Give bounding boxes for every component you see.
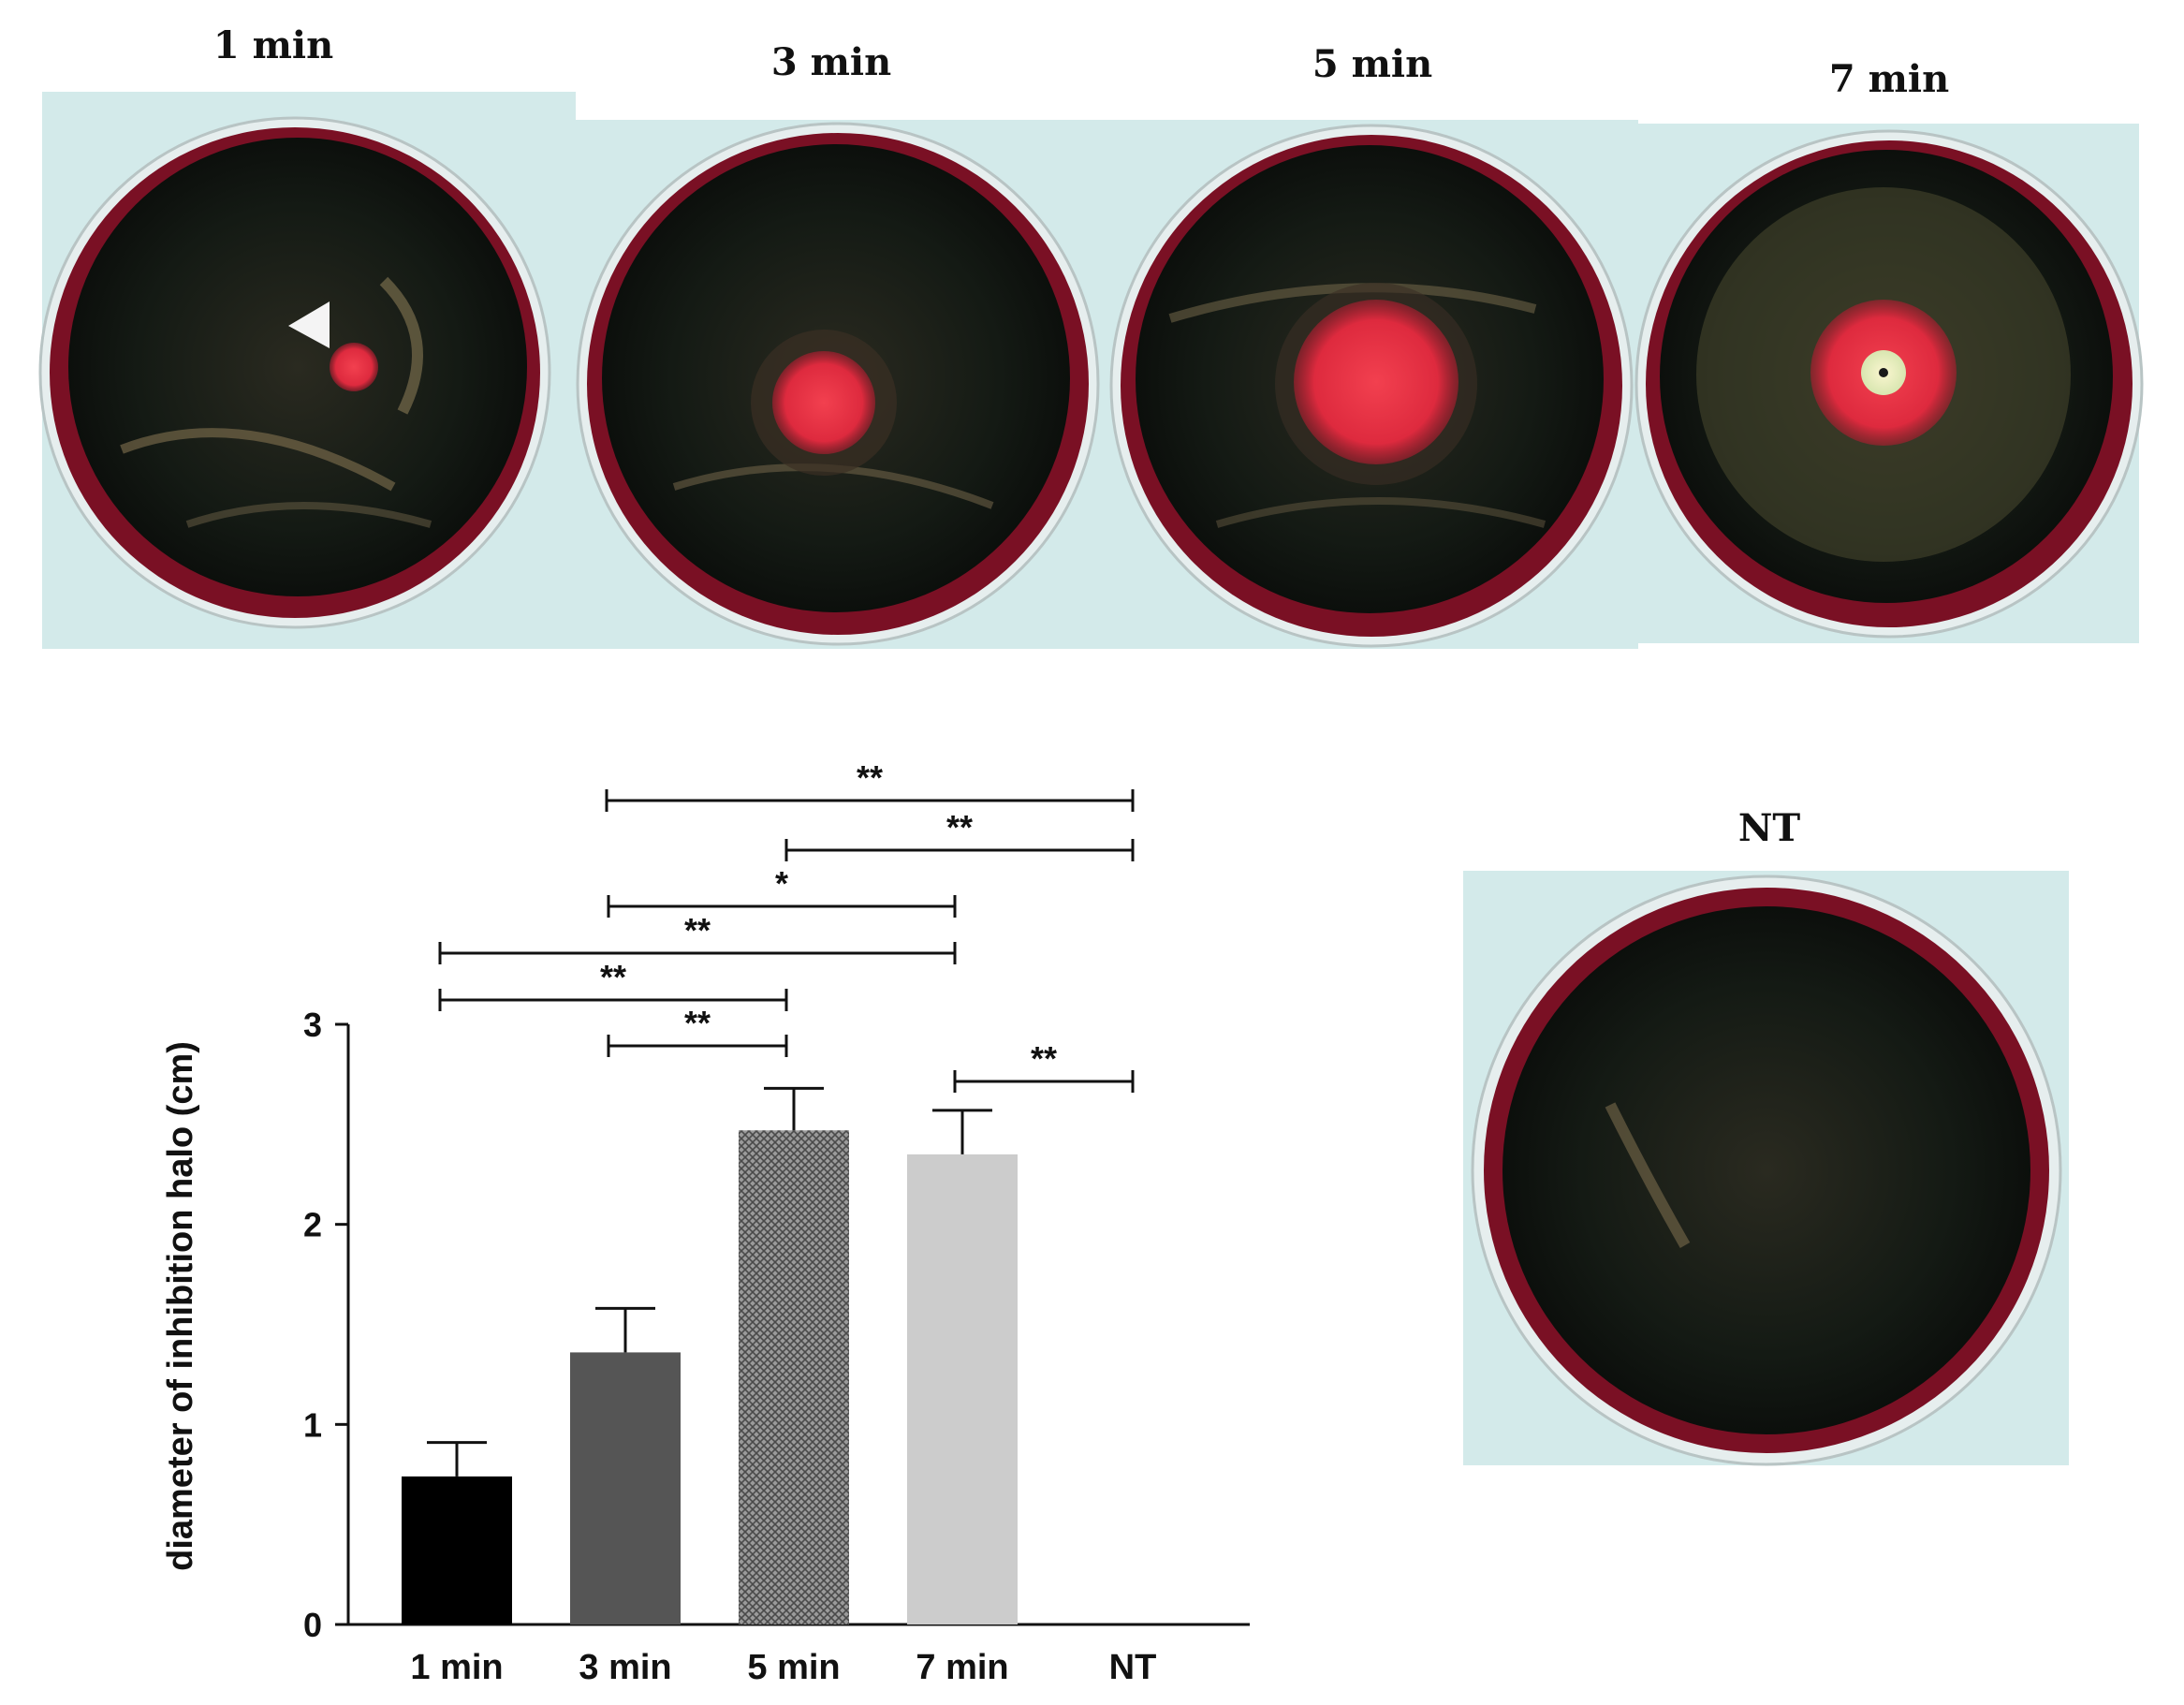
streak-mark bbox=[120, 428, 396, 492]
dish-photo-7min: 7 min bbox=[1634, 57, 2144, 643]
bar-3-min bbox=[570, 1352, 681, 1624]
x-tick-label: 3 min bbox=[579, 1648, 671, 1687]
significance-label: ** bbox=[684, 911, 711, 949]
white-arrowhead-icon bbox=[288, 301, 330, 348]
dish-photo-3min: 3 min bbox=[576, 40, 1109, 649]
dish-label-nt: NT bbox=[1738, 806, 1801, 850]
inhibition-halo bbox=[330, 343, 378, 391]
inhibition-halo bbox=[772, 351, 875, 454]
significance-label: ** bbox=[600, 958, 626, 996]
bar-5-min bbox=[739, 1130, 849, 1624]
y-axis-title: diameter of inhibition halo (cm) bbox=[161, 1041, 200, 1571]
y-tick-label: 2 bbox=[303, 1206, 322, 1244]
significance-label: ** bbox=[946, 808, 973, 846]
dish-label-3min: 3 min bbox=[771, 40, 891, 84]
y-tick-label: 1 bbox=[303, 1405, 322, 1444]
dish-photo-nt: NT bbox=[1463, 806, 2069, 1466]
streak-mark bbox=[1215, 497, 1546, 528]
significance-label: ** bbox=[857, 758, 883, 797]
dish-label-5min: 5 min bbox=[1312, 42, 1432, 86]
x-tick-label: NT bbox=[1109, 1648, 1157, 1687]
y-tick-label: 3 bbox=[303, 1006, 322, 1044]
dish-label-1min: 1 min bbox=[213, 23, 333, 67]
bar-7-min bbox=[907, 1154, 1018, 1624]
inhibition-halo bbox=[1294, 300, 1458, 464]
streak-mark bbox=[1605, 1102, 1691, 1248]
significance-label: ** bbox=[1031, 1039, 1057, 1078]
y-tick-label: 0 bbox=[303, 1606, 322, 1644]
streak-mark bbox=[185, 502, 432, 528]
x-tick-label: 7 min bbox=[916, 1648, 1008, 1687]
bar-1-min bbox=[402, 1476, 512, 1624]
significance-label: * bbox=[775, 864, 788, 903]
streak-mark bbox=[379, 276, 423, 415]
bacterial-lawn bbox=[68, 138, 527, 596]
disc-center bbox=[1879, 368, 1888, 377]
dish-label-7min: 7 min bbox=[1829, 57, 1949, 101]
dish-photo-5min: 5 min bbox=[1109, 42, 1638, 649]
dish-photo-row: 1 min 3 min 5 min bbox=[38, 23, 2144, 649]
x-tick-label: 1 min bbox=[410, 1648, 503, 1687]
bacterial-lawn bbox=[1502, 906, 2030, 1434]
x-tick-label: 5 min bbox=[747, 1648, 840, 1687]
dish-photo-1min: 1 min bbox=[38, 23, 576, 649]
significance-label: ** bbox=[684, 1004, 711, 1042]
